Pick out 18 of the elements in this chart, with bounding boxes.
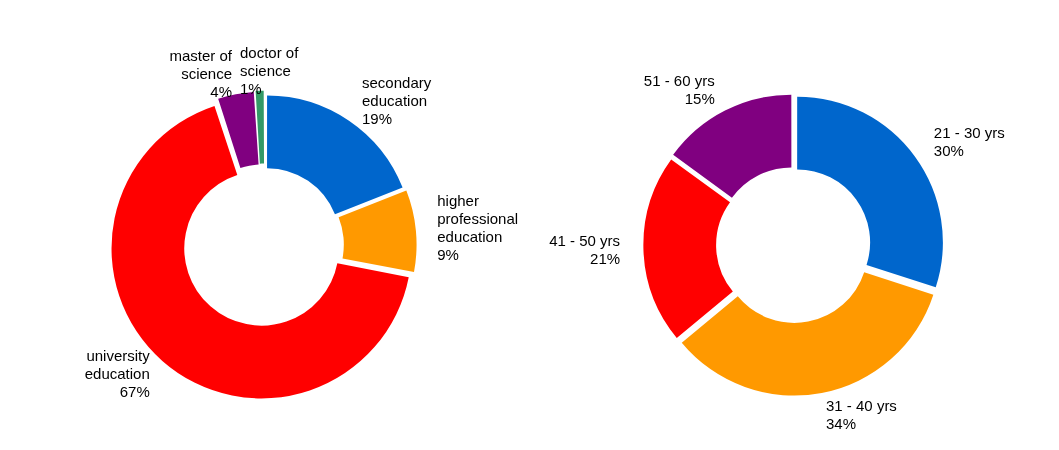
data-label: 4% xyxy=(210,82,232,100)
data-label: 30% xyxy=(933,142,964,160)
slice-label: secondary education xyxy=(362,73,432,109)
slice-label: 51 - 60 yrs xyxy=(643,71,715,89)
data-label: 9% xyxy=(437,245,459,263)
slice-label: 31 - 40 yrs xyxy=(826,396,897,414)
data-label: 15% xyxy=(684,89,715,107)
slice-label: 41 - 50 yrs xyxy=(549,231,621,249)
data-label: 1% xyxy=(239,79,262,97)
slice-label: master of science xyxy=(169,46,233,82)
data-label: 19% xyxy=(362,109,393,127)
slice-label: university education xyxy=(84,347,151,383)
slice-label: higher professional education xyxy=(437,191,519,245)
slice-label: doctor of science xyxy=(239,43,300,79)
data-label: 34% xyxy=(826,414,857,432)
data-label: 67% xyxy=(119,383,150,401)
data-label: 21% xyxy=(590,249,621,267)
slice-label: 21 - 30 yrs xyxy=(933,124,1005,142)
